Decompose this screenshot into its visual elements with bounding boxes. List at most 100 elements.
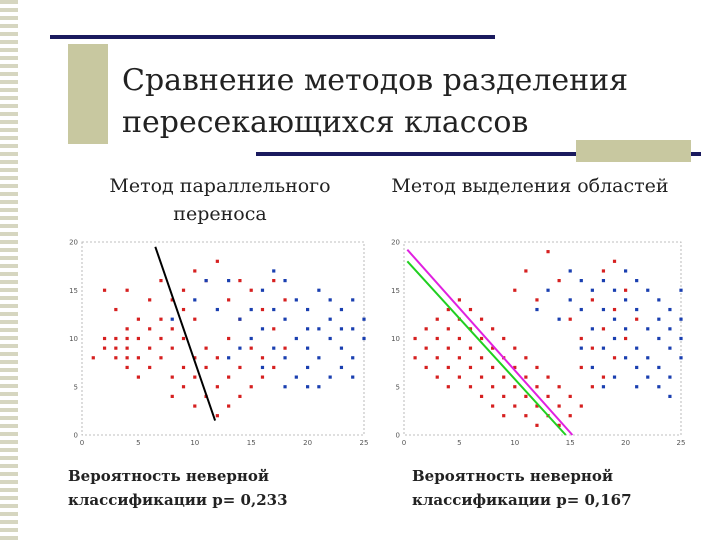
red-class-point: [238, 365, 242, 370]
blue-class-point: [294, 375, 298, 379]
red-class-point: [249, 346, 253, 350]
red-class-point: [612, 356, 617, 360]
red-class-point: [479, 317, 484, 321]
red-class-point: [227, 375, 231, 379]
blue-class-point: [283, 279, 287, 283]
red-class-point: [125, 327, 129, 331]
red-class-point: [568, 394, 572, 398]
red-class-point: [159, 279, 163, 283]
x-tick-label: 20: [303, 439, 312, 447]
y-tick-label: 15: [391, 287, 400, 295]
red-class-point: [568, 414, 572, 418]
blue-class-point: [249, 336, 253, 341]
x-tick-label: 25: [677, 439, 686, 447]
red-class-point: [181, 365, 186, 370]
stripe: [0, 96, 18, 100]
red-class-point: [479, 375, 484, 379]
red-class-point: [524, 414, 528, 418]
red-class-point: [249, 385, 253, 389]
stripe: [0, 416, 18, 420]
red-class-point: [502, 394, 506, 398]
red-class-point: [170, 346, 174, 350]
blue-class-point: [317, 385, 321, 389]
blue-class-point: [283, 356, 287, 360]
blue-class-point: [612, 336, 617, 341]
right-chart-svg: 0 5 10 15 20 25 0 5 10 15 20: [391, 239, 686, 448]
red-class-point: [170, 375, 174, 379]
stripe: [0, 336, 18, 340]
blue-class-point: [646, 356, 650, 360]
stripe: [0, 128, 18, 132]
red-class-point: [457, 375, 461, 379]
stripe: [0, 48, 18, 52]
red-class-point: [479, 356, 484, 360]
red-class-point: [215, 259, 219, 263]
red-class-point: [557, 404, 561, 408]
stripe: [0, 272, 18, 276]
slide-title: Сравнение методов разделения пересекающи…: [122, 63, 629, 140]
stripe: [0, 104, 18, 108]
red-class-point: [568, 317, 572, 321]
decorative-left-block: [68, 44, 108, 144]
y-tick-label: 15: [69, 287, 78, 295]
blue-class-point: [328, 317, 332, 321]
red-class-point: [513, 288, 517, 292]
stripe: [0, 56, 18, 60]
blue-class-point: [624, 356, 628, 360]
blue-class-point: [272, 307, 276, 312]
blue-class-point: [317, 288, 321, 292]
stripe: [0, 168, 18, 172]
red-class-point: [435, 317, 439, 321]
stripe: [0, 40, 18, 44]
blue-class-point: [306, 365, 310, 370]
blue-class-point: [306, 385, 310, 389]
stripe: [0, 264, 18, 268]
blue-class-point: [328, 336, 332, 341]
stripe: [0, 112, 18, 116]
red-class-point: [446, 307, 450, 312]
stripe: [0, 328, 18, 332]
red-class-point: [170, 298, 174, 302]
red-class-point: [114, 346, 118, 350]
right-method-title: Метод выделения областей: [391, 175, 669, 197]
red-class-point: [181, 385, 186, 389]
blue-class-point: [568, 298, 572, 302]
stripe: [0, 152, 18, 156]
left-error-probability: Вероятность неверной классификации p= 0,…: [68, 467, 288, 509]
y-tick-label: 20: [391, 239, 400, 247]
blue-class-point: [351, 327, 355, 331]
stripe: [0, 312, 18, 316]
red-class-point: [125, 365, 129, 370]
red-class-point: [546, 394, 550, 398]
stripe: [0, 224, 18, 228]
red-class-point: [524, 269, 528, 273]
decorative-stripes: [0, 0, 18, 540]
blue-class-point: [579, 346, 583, 350]
blue-class-point: [283, 317, 287, 321]
blue-class-point: [272, 346, 276, 350]
red-class-point: [468, 385, 473, 389]
stripe: [0, 448, 18, 452]
red-class-point: [193, 269, 197, 273]
blue-class-point: [328, 298, 332, 302]
blue-class-point: [657, 365, 661, 370]
red-class-point: [513, 365, 517, 370]
red-class-point: [535, 385, 539, 389]
blue-class-point: [339, 327, 344, 331]
red-class-point: [227, 298, 231, 302]
blue-class-point: [215, 307, 219, 312]
stripe: [0, 240, 18, 244]
stripe: [0, 512, 18, 516]
blue-class-point: [668, 375, 672, 379]
stripe: [0, 8, 18, 12]
stripe: [0, 432, 18, 436]
blue-class-point: [238, 317, 242, 321]
blue-class-point: [657, 298, 661, 302]
blue-class-point: [657, 336, 661, 341]
blue-class-point: [624, 327, 628, 331]
blue-class-point: [668, 394, 672, 398]
red-class-point: [136, 356, 140, 360]
stripe: [0, 280, 18, 284]
x-tick-label: 0: [80, 439, 84, 447]
blue-class-point: [557, 317, 561, 321]
